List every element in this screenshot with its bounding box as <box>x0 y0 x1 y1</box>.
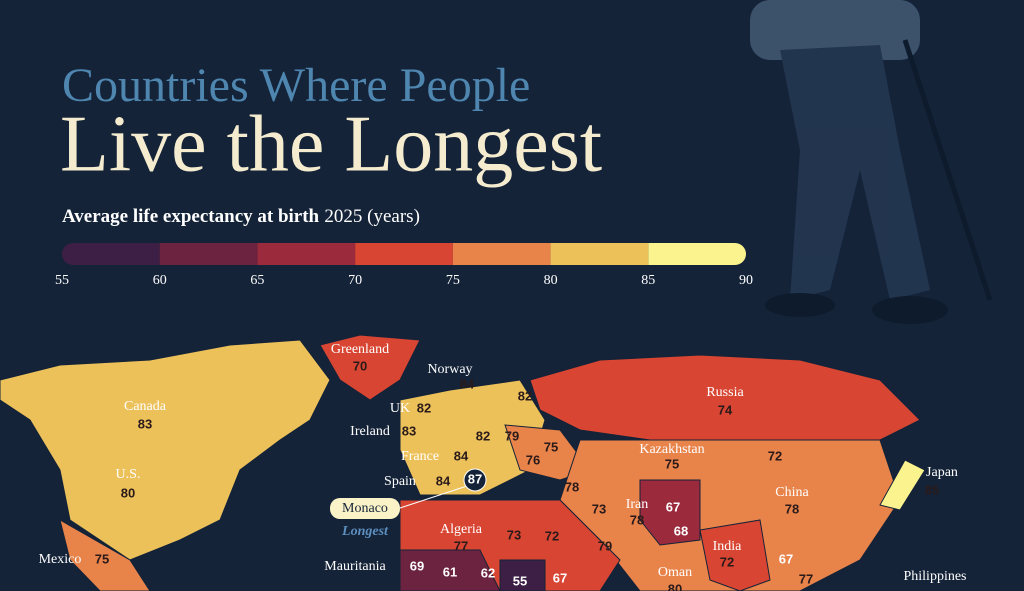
country-value: 83 <box>138 416 152 431</box>
country-value: 75 <box>95 551 109 566</box>
country-name: China <box>775 485 809 500</box>
country-name: U.S. <box>116 467 141 482</box>
country-value: 79 <box>505 428 519 443</box>
country-name: Oman <box>658 565 692 580</box>
country-value: 78 <box>565 479 579 494</box>
legend-tick-label: 55 <box>55 273 69 288</box>
title-line2: Live the Longest <box>60 100 602 188</box>
legend-swatch <box>550 243 649 265</box>
map <box>0 334 926 591</box>
country-name: Canada <box>124 399 167 414</box>
legend-swatch <box>159 243 258 265</box>
country-value: 82 <box>518 388 532 403</box>
country-value: 72 <box>768 448 782 463</box>
country-value: 75 <box>665 456 679 471</box>
country-name: Kazakhstan <box>639 442 704 457</box>
highlight-dot <box>463 468 487 492</box>
legend-swatch <box>257 243 356 265</box>
country-name: Spain <box>384 474 416 489</box>
highlight-value: 87 <box>468 471 482 486</box>
country-value: 84 <box>436 473 451 488</box>
highlight-note: Longest <box>341 524 389 539</box>
country-value: 62 <box>481 565 495 580</box>
legend-swatch <box>648 243 746 265</box>
country-name: Greenland <box>331 342 389 357</box>
country-value: 77 <box>799 571 813 586</box>
country-name: Iran <box>626 497 649 512</box>
country-name: Mauritania <box>324 559 386 574</box>
country-name: Ireland <box>350 424 390 439</box>
country-value: 69 <box>410 558 424 573</box>
country-value: 55 <box>513 573 527 588</box>
country-value: 67 <box>666 499 680 514</box>
country-value: 74 <box>718 402 733 417</box>
legend-tick-label: 90 <box>739 273 753 288</box>
title-line1: Countries Where People <box>62 59 530 112</box>
country-value: 80 <box>668 581 682 591</box>
country-name: Norway <box>427 362 472 377</box>
legend-swatch <box>452 243 551 265</box>
callout-box <box>330 498 400 519</box>
country-name: Japan <box>926 465 958 480</box>
country-value: 82 <box>417 400 431 415</box>
country-value: 78 <box>630 512 644 527</box>
country-value: 72 <box>720 554 734 569</box>
callout-line <box>399 484 471 509</box>
legend-tick-label: 85 <box>641 273 655 288</box>
legend-tick-label: 60 <box>153 273 167 288</box>
legend-tick-label: 65 <box>250 273 264 288</box>
highlight-name: Monaco <box>342 501 388 516</box>
country-name: India <box>713 539 743 554</box>
legend-swatch <box>355 243 453 265</box>
legend: 55 60 65 70 75 80 85 90 <box>55 243 753 288</box>
country-value: 77 <box>454 538 468 553</box>
country-value: 73 <box>507 527 521 542</box>
country-name: Philippines <box>903 569 966 584</box>
country-value: 78 <box>785 501 799 516</box>
country-value: 83 <box>402 423 416 438</box>
legend-tick-label: 75 <box>446 273 460 288</box>
country-value: 72 <box>545 528 559 543</box>
country-value: 85 <box>925 482 939 497</box>
country-name: Russia <box>706 385 744 400</box>
country-value: 80 <box>121 485 135 500</box>
country-name: France <box>401 449 439 464</box>
subtitle-bold: Average life expectancy at birth <box>62 206 320 227</box>
country-name: Algeria <box>440 522 483 537</box>
country-value: 67 <box>553 570 567 585</box>
country-value: 73 <box>592 501 606 516</box>
country-name: UK <box>390 401 410 416</box>
country-value: 75 <box>544 439 558 454</box>
country-name: Mexico <box>39 552 82 567</box>
legend-tick-label: 80 <box>544 273 558 288</box>
subtitle: Average life expectancy at birth 2025 (y… <box>62 206 420 228</box>
country-value: 82 <box>476 428 490 443</box>
country-value: 68 <box>674 523 688 538</box>
country-value: 70 <box>353 358 367 373</box>
country-value: 67 <box>779 551 793 566</box>
country-value: 76 <box>526 452 540 467</box>
country-value: 61 <box>443 564 457 579</box>
photo-figure <box>750 0 993 324</box>
country-value: 84 <box>454 448 469 463</box>
legend-swatch <box>62 243 160 265</box>
country-value: 79 <box>598 538 612 553</box>
legend-tick-label: 70 <box>348 273 362 288</box>
subtitle-rest: 2025 (years) <box>324 206 420 227</box>
country-value: 84 <box>460 376 475 391</box>
